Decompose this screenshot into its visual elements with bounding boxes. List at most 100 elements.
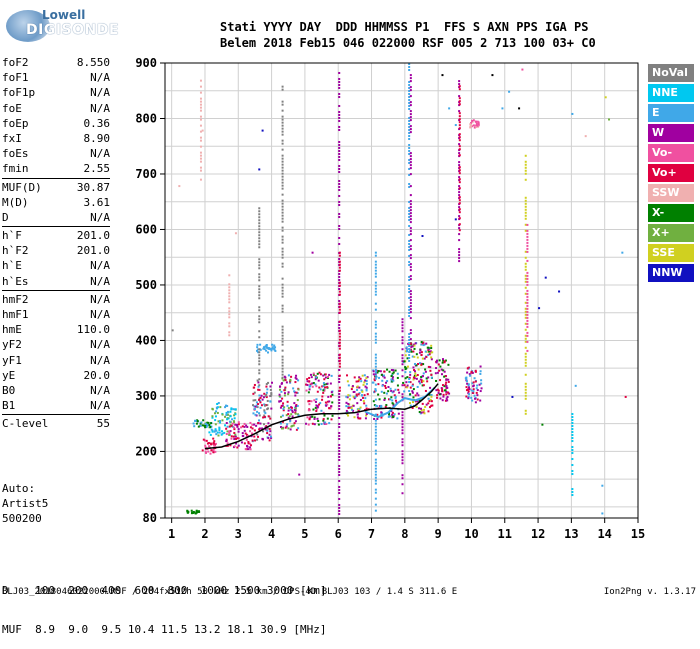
echo-point xyxy=(413,362,416,365)
echo-point xyxy=(408,219,411,221)
echo-point xyxy=(206,424,209,427)
echo-point xyxy=(378,398,381,401)
echo-point xyxy=(290,406,293,409)
echo-point xyxy=(413,369,416,372)
echo-point xyxy=(243,429,246,432)
echo-point xyxy=(436,359,439,362)
echo-point xyxy=(234,433,237,436)
echo-point xyxy=(458,251,461,254)
echo-point xyxy=(228,283,231,286)
y-tick-label: 500 xyxy=(135,278,157,292)
echo-point xyxy=(283,389,286,392)
echo-point xyxy=(230,407,233,410)
echo-point xyxy=(305,383,308,386)
echo-point xyxy=(474,380,477,383)
echo-point xyxy=(418,410,421,413)
echo-point xyxy=(321,398,324,401)
echo-point xyxy=(263,348,266,351)
echo-point xyxy=(524,268,527,271)
echo-point xyxy=(458,115,461,118)
echo-point xyxy=(571,419,574,422)
echo-point xyxy=(524,262,527,265)
echo-point xyxy=(255,424,258,427)
echo-point xyxy=(338,396,341,398)
echo-point xyxy=(271,343,274,346)
echo-point xyxy=(427,402,430,405)
echo-point xyxy=(428,393,431,396)
echo-point xyxy=(224,424,227,427)
echo-point xyxy=(571,416,574,419)
echo-point xyxy=(458,97,461,100)
legend-entry-e: E xyxy=(648,104,694,122)
echo-point xyxy=(281,115,284,118)
param-row: B1 N/A xyxy=(2,398,110,413)
param-row: foEp 0.36 xyxy=(2,116,110,131)
echo-point xyxy=(430,395,433,398)
echo-point xyxy=(355,380,358,383)
echo-point xyxy=(338,84,341,86)
echo-point xyxy=(258,354,261,357)
echo-point xyxy=(338,438,341,440)
echo-point xyxy=(390,375,393,378)
echo-point xyxy=(251,439,254,442)
param-row: hmF2 N/A xyxy=(2,292,110,307)
echo-point xyxy=(281,367,284,370)
param-name: foE xyxy=(2,101,22,115)
echo-point xyxy=(401,453,404,456)
echo-point xyxy=(308,417,311,420)
echo-point xyxy=(281,265,284,268)
echo-point xyxy=(326,386,329,389)
echo-point xyxy=(409,338,412,341)
echo-point xyxy=(401,396,404,399)
echo-point xyxy=(374,419,377,422)
echo-point xyxy=(257,435,260,438)
echo-point xyxy=(338,456,341,458)
echo-point xyxy=(210,428,213,431)
echo-point xyxy=(409,371,412,374)
echo-point xyxy=(443,361,446,364)
echo-point xyxy=(446,386,449,389)
echo-point xyxy=(228,289,231,292)
echo-point xyxy=(420,411,423,414)
echo-point xyxy=(281,355,284,358)
echo-point xyxy=(252,392,255,395)
echo-point xyxy=(225,427,228,430)
echo-point xyxy=(258,288,261,291)
echo-point xyxy=(338,359,341,362)
echo-point xyxy=(442,395,445,398)
echo-point xyxy=(258,213,261,216)
echo-point xyxy=(323,414,326,417)
echo-point xyxy=(258,273,261,276)
echo-point xyxy=(390,368,393,371)
echo-point xyxy=(266,399,269,402)
x-tick-label: 2 xyxy=(201,527,208,541)
echo-point xyxy=(281,214,284,217)
echo-point xyxy=(201,449,204,452)
echo-point xyxy=(338,288,341,290)
echo-point xyxy=(389,398,392,401)
echo-point xyxy=(311,422,314,425)
echo-point xyxy=(204,450,207,453)
echo-point xyxy=(429,366,432,369)
echo-point xyxy=(291,415,294,418)
echo-point xyxy=(241,425,244,428)
param-name: foF1 xyxy=(2,71,29,85)
echo-point xyxy=(320,423,323,426)
echo-point xyxy=(374,302,377,305)
echo-point xyxy=(479,365,482,368)
echo-point xyxy=(374,479,377,482)
echo-point xyxy=(199,139,202,142)
echo-point xyxy=(236,446,239,449)
echo-point xyxy=(364,379,367,382)
echo-point xyxy=(296,404,299,407)
echo-point xyxy=(258,219,261,222)
echo-point xyxy=(458,85,461,88)
echo-point xyxy=(418,399,421,402)
echo-point xyxy=(396,376,399,379)
echo-point xyxy=(203,424,206,427)
chart-traces xyxy=(204,383,439,450)
echo-point xyxy=(408,312,411,314)
echo-point xyxy=(221,413,224,416)
param-name: h`F xyxy=(2,229,22,243)
header-row-values: Belem 2018 Feb15 046 022000 RSF 005 2 71… xyxy=(220,36,596,50)
